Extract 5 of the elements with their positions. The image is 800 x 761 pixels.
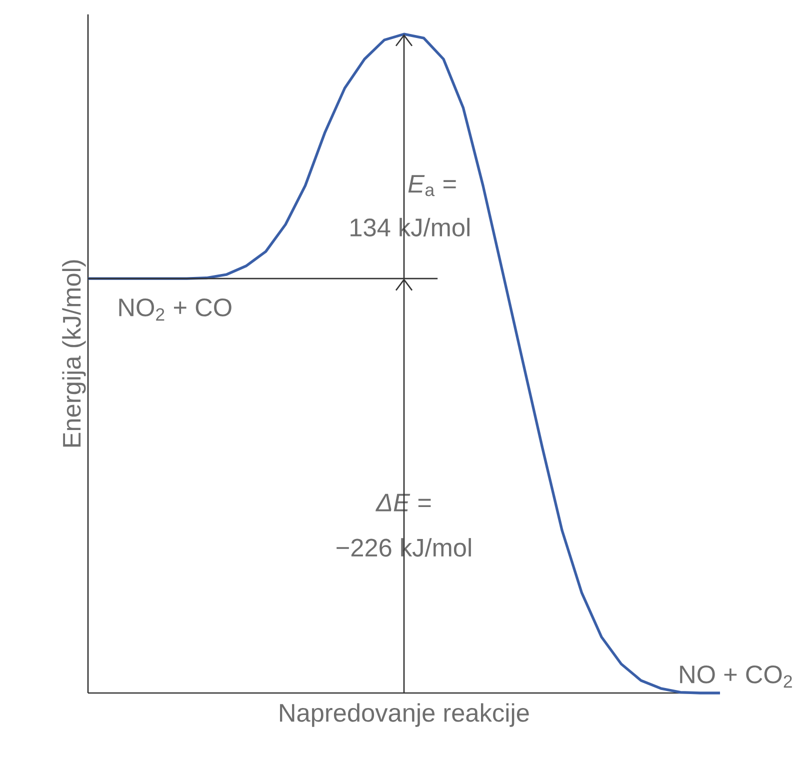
x-axis-title: Napredovanje reakcije [280,703,529,727]
annotation: NO + CO$_{2}$ [680,665,792,688]
annotation: E$_{a}$ = [408,175,456,196]
y-axis-title: Energija (kJ/mol) [62,260,86,447]
annotation: NO$_{2}$ + CO [119,298,232,321]
